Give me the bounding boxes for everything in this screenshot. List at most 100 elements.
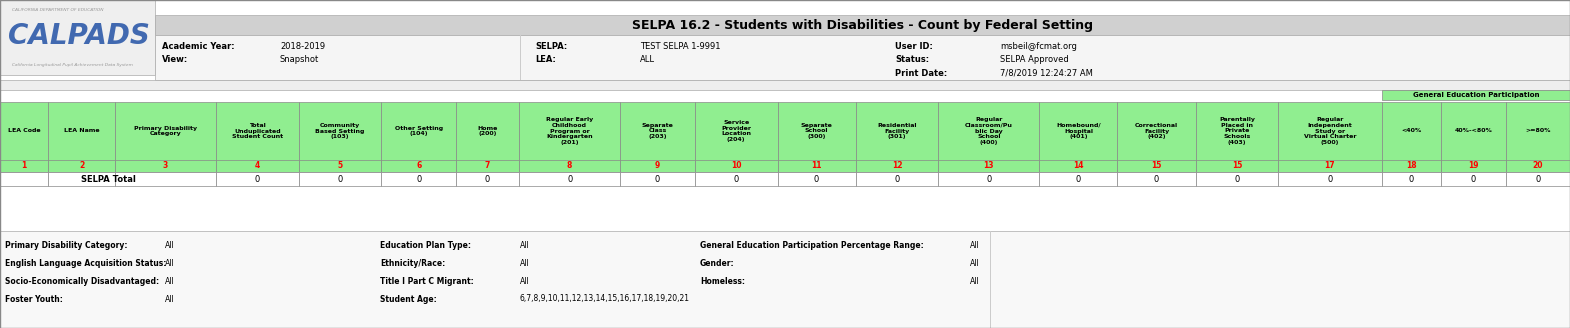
Text: LEA:: LEA: (535, 55, 556, 64)
Text: All: All (520, 240, 529, 250)
Bar (115, 102, 217, 172)
Text: 0: 0 (1535, 174, 1540, 183)
Bar (1196, 160, 1278, 172)
Text: Snapshot: Snapshot (279, 55, 319, 64)
Text: 2: 2 (78, 161, 85, 171)
Text: Home
(200): Home (200) (477, 126, 498, 136)
Bar (1039, 102, 1118, 172)
Bar (1506, 102, 1570, 172)
Text: Regular
Independent
Study or
Virtual Charter
(500): Regular Independent Study or Virtual Cha… (1303, 117, 1356, 145)
Text: 9: 9 (655, 161, 659, 171)
Text: All: All (165, 240, 174, 250)
Text: 8: 8 (567, 161, 573, 171)
Text: SELPA:: SELPA: (535, 42, 567, 51)
Text: 13: 13 (984, 161, 994, 171)
Text: 0: 0 (986, 174, 992, 183)
Text: Total
Unduplicated
Student Count: Total Unduplicated Student Count (232, 123, 283, 139)
Text: Other Setting
(104): Other Setting (104) (394, 126, 443, 136)
Text: Socio-Economically Disadvantaged:: Socio-Economically Disadvantaged: (5, 277, 159, 285)
Text: Primary Disability
Category: Primary Disability Category (133, 126, 196, 136)
Text: >=80%: >=80% (1524, 129, 1551, 133)
Bar (298, 172, 382, 186)
Bar (1382, 102, 1441, 172)
Text: Student Age:: Student Age: (380, 295, 436, 303)
Bar (1278, 160, 1382, 172)
Text: 1: 1 (22, 161, 27, 171)
Bar (1118, 160, 1196, 172)
Bar (49, 160, 115, 172)
Text: 14: 14 (1074, 161, 1083, 171)
Bar (777, 102, 856, 172)
Bar (856, 102, 939, 172)
Bar (856, 160, 939, 172)
Text: 12: 12 (892, 161, 903, 171)
Text: SELPA Approved: SELPA Approved (1000, 55, 1069, 64)
Bar (0, 231, 1570, 328)
Bar (1441, 160, 1506, 172)
Bar (1039, 172, 1118, 186)
Text: CALIFORNIA DEPARTMENT OF EDUCATION: CALIFORNIA DEPARTMENT OF EDUCATION (13, 8, 104, 12)
Bar (455, 160, 520, 172)
Text: Parentally
Placed in
Private
Schools
(403): Parentally Placed in Private Schools (40… (1218, 117, 1254, 145)
Text: SELPA 16.2 - Students with Disabilities - Count by Federal Setting: SELPA 16.2 - Students with Disabilities … (633, 18, 1093, 31)
Bar (696, 102, 777, 172)
Bar (382, 102, 455, 172)
Text: 2018-2019: 2018-2019 (279, 42, 325, 51)
Text: Separate
Class
(203): Separate Class (203) (642, 123, 674, 139)
Bar (1382, 90, 1570, 100)
Bar (49, 172, 115, 186)
Text: Education Plan Type:: Education Plan Type: (380, 240, 471, 250)
Text: 0: 0 (1408, 174, 1415, 183)
Text: 0: 0 (895, 174, 900, 183)
Text: Community
Based Setting
(103): Community Based Setting (103) (316, 123, 364, 139)
Text: Homeless:: Homeless: (700, 277, 746, 285)
Text: 0: 0 (1327, 174, 1333, 183)
Text: CALPADS: CALPADS (8, 22, 149, 50)
Text: Residential
Facility
(301): Residential Facility (301) (878, 123, 917, 139)
Text: 18: 18 (1407, 161, 1416, 171)
Text: 0: 0 (1471, 174, 1476, 183)
Text: 0: 0 (485, 174, 490, 183)
Bar (856, 172, 939, 186)
Text: 15: 15 (1232, 161, 1242, 171)
Text: 20: 20 (1532, 161, 1543, 171)
Bar (298, 160, 382, 172)
Text: 0: 0 (1075, 174, 1082, 183)
Bar (1278, 172, 1382, 186)
Text: User ID:: User ID: (895, 42, 933, 51)
Text: TEST SELPA 1-9991: TEST SELPA 1-9991 (641, 42, 721, 51)
Text: All: All (165, 258, 174, 268)
Bar (115, 160, 217, 172)
Bar (696, 160, 777, 172)
Bar (696, 172, 777, 186)
Text: General Education Participation: General Education Participation (1413, 92, 1539, 98)
Text: Foster Youth:: Foster Youth: (5, 295, 63, 303)
Text: Separate
School
(300): Separate School (300) (801, 123, 832, 139)
Text: LEA Name: LEA Name (64, 129, 99, 133)
Text: LEA Code: LEA Code (8, 129, 41, 133)
Bar (455, 102, 520, 172)
Bar (115, 172, 217, 186)
Text: 17: 17 (1325, 161, 1334, 171)
Text: Academic Year:: Academic Year: (162, 42, 234, 51)
Text: 15: 15 (1151, 161, 1162, 171)
Bar (777, 160, 856, 172)
Text: 0: 0 (416, 174, 421, 183)
Bar (620, 160, 696, 172)
Bar (1196, 172, 1278, 186)
Bar (939, 160, 1039, 172)
Text: Gender:: Gender: (700, 258, 735, 268)
Bar (1506, 160, 1570, 172)
Bar (1039, 160, 1118, 172)
Text: California Longitudinal Pupil Achievement Data System: California Longitudinal Pupil Achievemen… (13, 63, 133, 67)
Text: All: All (970, 258, 980, 268)
Bar (1118, 102, 1196, 172)
Text: <40%: <40% (1402, 129, 1421, 133)
Text: 0: 0 (567, 174, 573, 183)
Text: ALL: ALL (641, 55, 655, 64)
Text: All: All (165, 277, 174, 285)
Bar (382, 160, 455, 172)
Bar (0, 160, 49, 172)
Text: 0: 0 (338, 174, 342, 183)
Bar (1382, 160, 1441, 172)
